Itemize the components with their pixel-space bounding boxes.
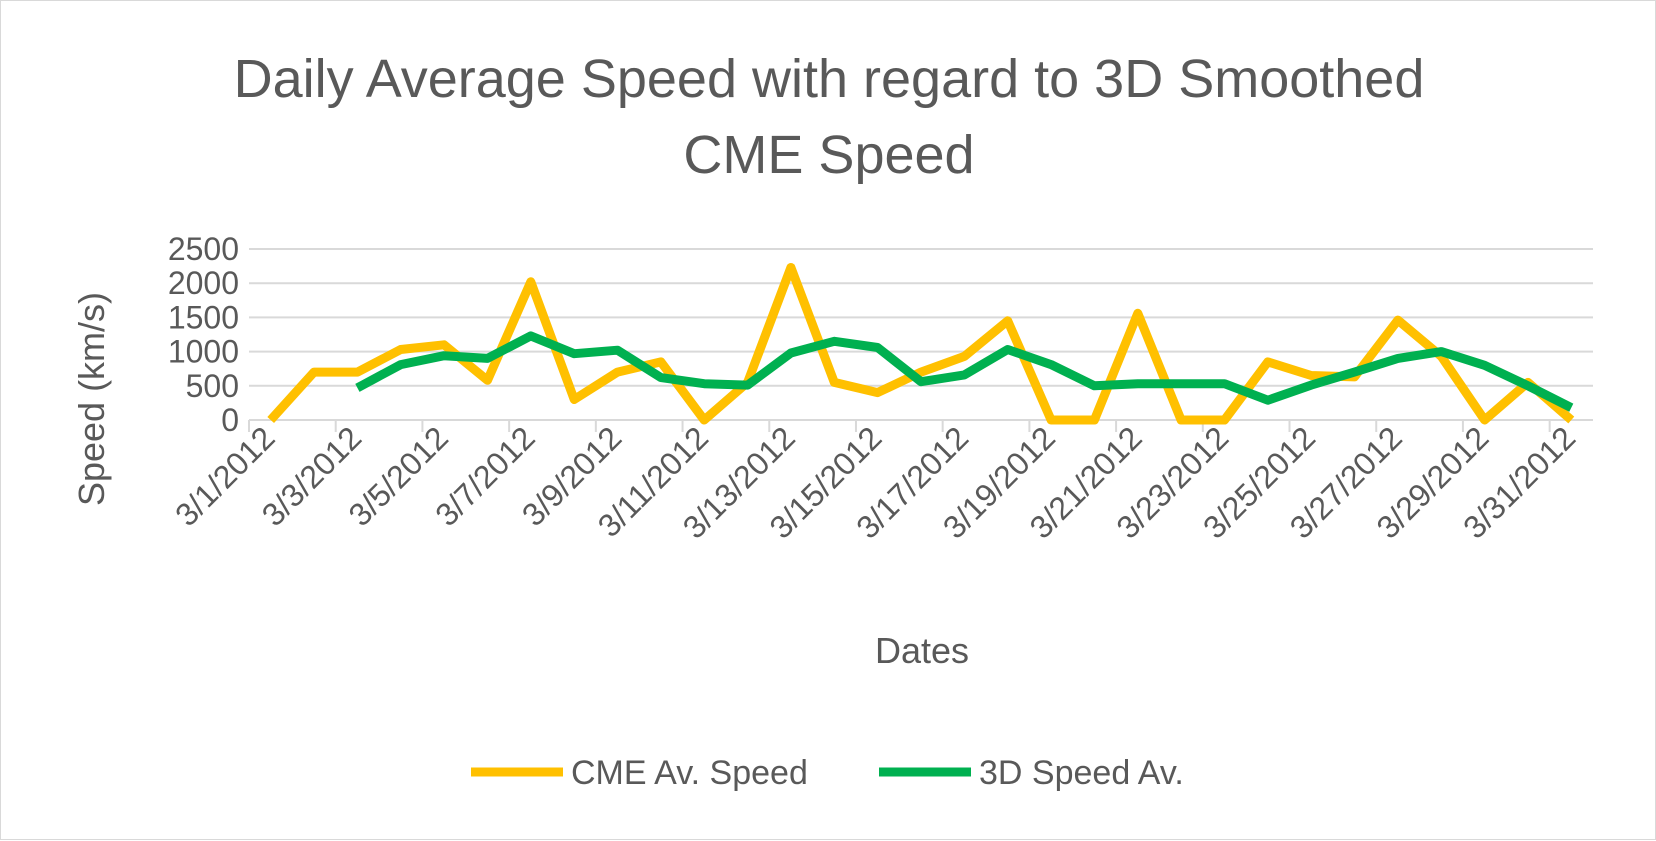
y-tick-label: 1500: [168, 299, 239, 335]
chart-title-line-1: Daily Average Speed with regard to 3D Sm…: [234, 49, 1425, 109]
legend-label: 3D Speed Av.: [979, 754, 1184, 792]
series-line-3d-speed-av: [355, 331, 1574, 412]
y-tick-label: 2000: [168, 265, 239, 301]
x-axis: 3/1/20123/3/20123/5/20123/7/20123/9/2012…: [168, 419, 1593, 546]
y-tick-label: 2500: [168, 231, 239, 267]
gridlines: [249, 248, 1593, 387]
legend-label: CME Av. Speed: [571, 754, 808, 792]
y-tick-label: 500: [186, 368, 239, 404]
y-tick-label: 0: [221, 402, 239, 438]
chart-title-line-2: CME Speed: [683, 125, 974, 185]
legend: CME Av. Speed 3D Speed Av.: [471, 754, 1184, 792]
series-line-cme-av-speed: [267, 263, 1575, 425]
y-tick-label: 1000: [168, 334, 239, 370]
y-axis-title: Speed (km/s): [71, 292, 112, 506]
x-axis-title: Dates: [875, 630, 969, 671]
series-lines: [267, 263, 1575, 425]
